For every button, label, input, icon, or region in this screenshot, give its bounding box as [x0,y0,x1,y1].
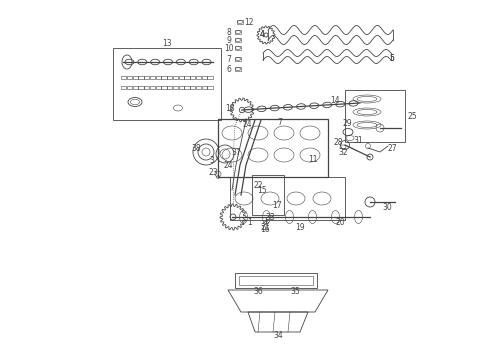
Bar [201,86,207,89]
Bar [132,86,138,89]
Bar [173,76,178,78]
Text: 20: 20 [335,217,345,226]
Text: 13: 13 [162,39,172,48]
Bar [218,119,328,177]
Bar [184,76,190,78]
Text: 14: 14 [330,95,340,104]
Text: 4: 4 [260,30,265,39]
Text: 1: 1 [247,217,252,226]
Text: 31: 31 [353,135,363,144]
Bar [167,76,172,78]
Bar [207,76,213,78]
Text: 12: 12 [244,18,254,27]
Text: 38: 38 [191,144,201,153]
Text: 37: 37 [231,148,241,157]
Text: 3: 3 [210,156,215,165]
Bar [144,76,149,78]
Bar [237,20,243,24]
Bar [201,76,207,78]
Bar [138,86,144,89]
Bar [127,76,132,78]
Text: 29: 29 [342,118,352,127]
Bar [173,86,178,89]
Bar [252,175,284,215]
Text: 27: 27 [387,144,397,153]
Bar [132,76,138,78]
Text: 32: 32 [338,148,348,157]
Text: 24: 24 [223,161,233,170]
Text: 17: 17 [272,201,282,210]
Bar [178,76,184,78]
Bar [207,86,213,89]
Text: 9: 9 [226,36,231,45]
Text: 19: 19 [295,222,305,231]
Text: 16: 16 [260,225,270,234]
Bar [235,38,241,42]
Text: 35: 35 [290,288,300,297]
Text: 5: 5 [390,54,394,63]
Text: 7: 7 [226,54,231,63]
Text: 33: 33 [265,212,275,221]
Bar [230,177,345,220]
Bar [345,90,405,142]
Text: 10: 10 [224,44,234,53]
Bar [239,276,313,285]
Bar [121,76,126,78]
Bar [161,86,167,89]
Bar [178,86,184,89]
Text: 4: 4 [260,30,265,39]
Text: 21: 21 [260,222,270,231]
Text: 34: 34 [273,332,283,341]
Text: 6: 6 [226,64,231,73]
Bar [150,86,155,89]
Text: 23: 23 [208,167,218,176]
Bar [190,86,195,89]
Bar [138,76,144,78]
Bar [235,273,317,288]
Bar [113,48,221,120]
Bar [196,86,201,89]
Bar [150,76,155,78]
Text: 30: 30 [382,202,392,212]
Text: 5: 5 [390,54,394,63]
Bar [167,86,172,89]
Text: 36: 36 [253,288,263,297]
Bar [235,57,241,61]
Bar [235,46,241,50]
Text: 24: 24 [242,120,252,129]
Bar [196,76,201,78]
Text: 15: 15 [257,185,267,194]
Bar [144,86,149,89]
Bar [155,86,161,89]
Text: 18: 18 [225,104,235,112]
Bar [127,86,132,89]
Bar [190,76,195,78]
Bar [235,30,241,34]
Bar [121,86,126,89]
Bar [235,67,241,71]
Text: 25: 25 [407,112,417,121]
Text: 22: 22 [253,180,263,189]
Text: 7: 7 [277,117,282,126]
Text: 28: 28 [333,138,343,147]
Bar [161,76,167,78]
Text: 11: 11 [308,154,318,163]
Bar [184,86,190,89]
Bar [155,76,161,78]
Text: 8: 8 [227,27,231,36]
